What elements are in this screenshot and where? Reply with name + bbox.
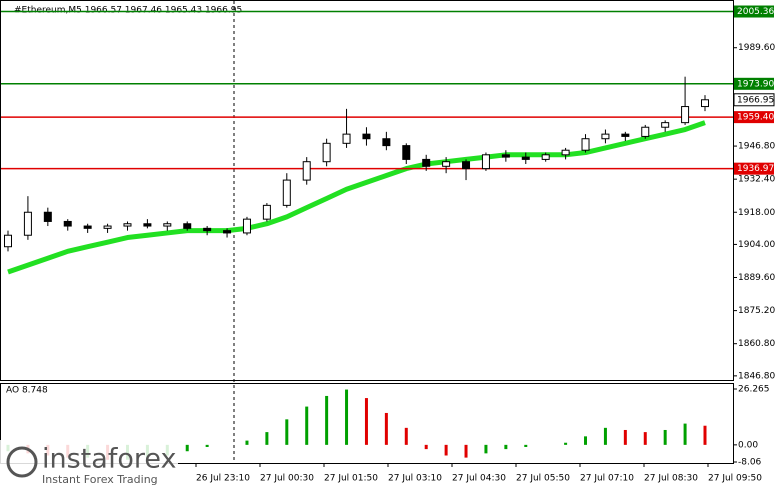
candle-body: [422, 158, 431, 167]
ao-tick-label: -8.06: [738, 458, 762, 468]
candle-body: [561, 149, 570, 156]
candle-body: [501, 154, 510, 158]
candle-body: [342, 133, 351, 144]
x-tick-label: 27 Jul 03:10: [388, 474, 442, 484]
main-frame: [0, 0, 734, 381]
moving-average: [7, 120, 706, 275]
y-tick-label: 1932.40: [738, 175, 775, 185]
candle-body: [681, 106, 690, 124]
candle-body: [442, 161, 451, 167]
x-tick-label: 27 Jul 07:10: [580, 474, 634, 484]
level-tag: [734, 5, 774, 18]
candle-body: [481, 154, 490, 170]
candle-body: [601, 133, 610, 140]
x-tick-label: 27 Jul 00:30: [260, 474, 314, 484]
candle-body: [203, 227, 212, 232]
y-tick-label: 1846.80: [738, 371, 775, 381]
logo-tagline: Instant Forex Trading: [42, 473, 158, 486]
candle-body: [641, 126, 650, 137]
candle-body: [462, 161, 471, 170]
current-price: 1966.95: [737, 95, 774, 105]
price-tag: [733, 93, 775, 107]
candle-body: [521, 156, 530, 160]
level-label: 1959.40: [737, 113, 774, 123]
y-tick-label: 1904.00: [738, 240, 775, 250]
y-tick-label: 1989.60: [738, 43, 775, 53]
ao-frame: [0, 383, 734, 464]
candle-body: [83, 225, 92, 229]
candle-body: [581, 138, 590, 151]
candle-body: [242, 218, 251, 234]
candle-body: [23, 211, 32, 236]
x-tick-label: 27 Jul 08:30: [644, 474, 698, 484]
y-tick-label: 1875.20: [738, 306, 775, 316]
candle-body: [63, 220, 72, 227]
candle-body: [621, 133, 630, 137]
candle-body: [362, 133, 371, 140]
y-tick-label: 1946.80: [738, 142, 775, 152]
chart-title: #Ethereum,M5 1966.57 1967.46 1965.43 196…: [14, 6, 242, 16]
candle-body: [123, 223, 132, 227]
candle-body: [4, 234, 12, 248]
level-label: 1936.97: [737, 164, 774, 174]
x-tick-label: 27 Jul 05:50: [516, 474, 570, 484]
ao-tick-label: 0.00: [738, 440, 758, 450]
logo-brand: instaforex: [42, 444, 176, 475]
x-tick-label: 27 Jul 09:50: [708, 474, 762, 484]
logo: instaforex Instant Forex Trading: [0, 440, 178, 489]
ao-tick-label: 26.265: [738, 385, 770, 395]
level-label: 1973.90: [737, 79, 774, 89]
candle-body: [541, 154, 550, 160]
y-tick-label: 1918.00: [738, 208, 775, 218]
candle-body: [661, 122, 670, 128]
candle-body: [382, 138, 391, 147]
y-tick-label: 1889.60: [738, 273, 775, 283]
logo-bg: [0, 440, 178, 489]
candle-body: [302, 161, 311, 181]
ao-label: AO 8.748: [6, 386, 48, 396]
level-tag: [734, 77, 774, 90]
candle-body: [223, 230, 232, 234]
x-tick-label: 26 Jul 23:10: [196, 474, 250, 484]
level-tag: [734, 162, 774, 175]
candle-body: [701, 99, 709, 108]
x-tick-label: 27 Jul 04:30: [452, 474, 506, 484]
candle-body: [163, 223, 172, 227]
candle-body: [402, 145, 411, 160]
candle-body: [103, 225, 112, 229]
candle-body: [262, 204, 271, 220]
logo-icon: [6, 446, 38, 478]
candle-body: [143, 223, 152, 227]
candle-body: [183, 223, 192, 229]
x-tick-label: 27 Jul 01:50: [324, 474, 378, 484]
y-tick-label: 1860.80: [738, 339, 775, 349]
level-tag: [734, 111, 774, 124]
level-label: 2005.36: [737, 7, 774, 17]
candle-body: [282, 179, 291, 206]
candle-body: [43, 211, 52, 222]
candle-body: [322, 142, 331, 163]
